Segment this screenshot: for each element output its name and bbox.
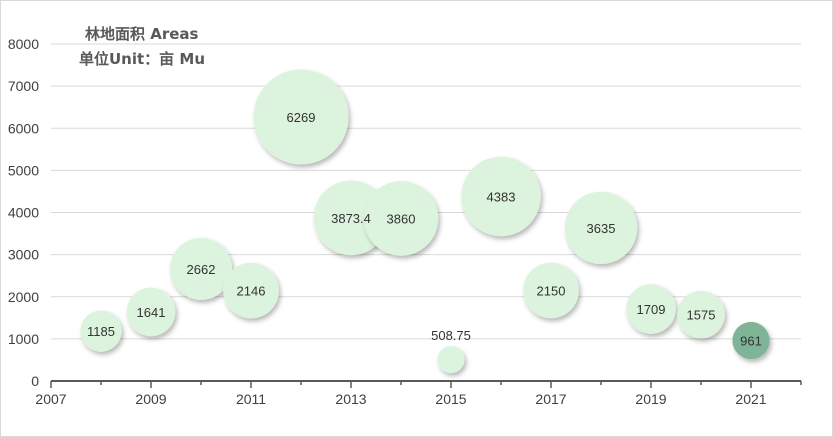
- data-label-2010: 2662: [187, 262, 216, 277]
- data-label-2011: 2146: [237, 284, 266, 299]
- bubbles: [80, 69, 770, 374]
- y-tick-label: 4000: [8, 205, 39, 221]
- chart-title-line2: 单位Unit：亩 Mu: [79, 50, 205, 68]
- x-tick-label: 2009: [135, 391, 166, 407]
- data-label-2014: 3860: [387, 211, 416, 226]
- x-tick-label: 2015: [435, 391, 466, 407]
- y-tick-label: 6000: [8, 120, 39, 136]
- x-tick-label: 2011: [236, 391, 266, 407]
- x-tick-label: 2013: [335, 391, 366, 407]
- y-tick-label: 2000: [8, 289, 39, 305]
- bubble-2021: [732, 321, 770, 360]
- data-label-2013: 3873.4: [331, 211, 371, 226]
- data-label-2021: 961: [740, 334, 762, 349]
- bubble-2008: [80, 310, 122, 352]
- data-label-2017: 2150: [537, 283, 566, 298]
- y-tick-label: 5000: [8, 162, 39, 178]
- data-label-2012: 6269: [287, 110, 316, 125]
- data-label-2009: 1641: [137, 305, 166, 320]
- data-labels: 1185 1641 2662 2146 6269 3873.4 3860 508.75 4383…: [87, 110, 762, 349]
- data-label-2018: 3635: [587, 221, 616, 236]
- y-tick-label: 0: [31, 373, 39, 389]
- x-tick-label: 2019: [635, 391, 666, 407]
- chart-title-line1: 林地面积 Areas: [85, 25, 199, 43]
- data-label-2008: 1185: [87, 324, 115, 339]
- data-label-2019: 1709: [637, 302, 666, 317]
- y-tick-label: 1000: [8, 331, 39, 347]
- x-tick-label: 2021: [735, 391, 766, 407]
- data-label-2020: 1575: [687, 308, 716, 323]
- y-tick-label: 3000: [8, 247, 39, 263]
- bubble-2017: [523, 262, 579, 319]
- bubble-2010: [170, 237, 232, 300]
- bubble-2012: [253, 69, 349, 165]
- bubble-2011: [223, 262, 279, 319]
- data-label-2016: 4383: [487, 189, 516, 204]
- y-tick-label: 8000: [8, 36, 39, 52]
- axes: 0 1000 2000 3000 4000 5000 6000 7000 8000 2007 200…: [8, 36, 802, 407]
- bubble-2016: [461, 156, 541, 237]
- bubble-2019: [626, 284, 676, 334]
- x-tick-label: 2007: [35, 391, 66, 407]
- bubble-2015: [437, 346, 465, 374]
- x-tick-label: 2017: [535, 391, 566, 407]
- bubble-2018: [564, 191, 638, 265]
- bubble-2014: [363, 181, 439, 256]
- bubble-2020: [677, 290, 725, 339]
- y-tick-label: 7000: [8, 78, 39, 94]
- bubble-2009: [126, 287, 176, 337]
- data-label-2015: 508.75: [431, 328, 471, 343]
